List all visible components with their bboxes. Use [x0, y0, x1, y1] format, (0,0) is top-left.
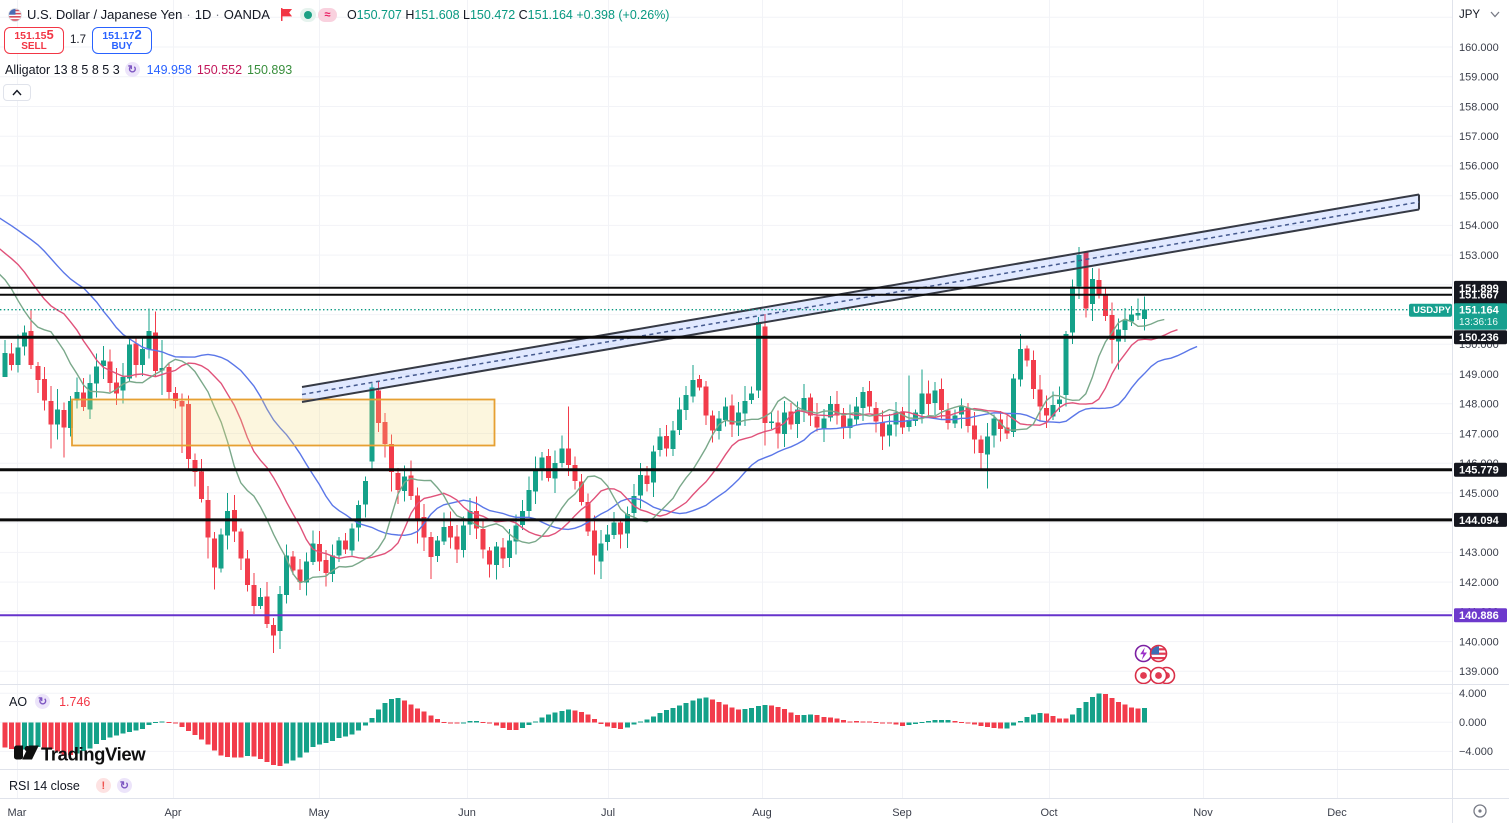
svg-text:142.000: 142.000 — [1459, 577, 1499, 589]
svg-text:139.000: 139.000 — [1459, 666, 1499, 678]
svg-text:Dec: Dec — [1327, 807, 1347, 819]
svg-text:149.000: 149.000 — [1459, 369, 1499, 381]
svg-text:150.236: 150.236 — [1459, 332, 1499, 344]
svg-text:140.000: 140.000 — [1459, 636, 1499, 648]
svg-text:158.000: 158.000 — [1459, 101, 1499, 113]
svg-text:147.000: 147.000 — [1459, 428, 1499, 440]
svg-text:157.000: 157.000 — [1459, 131, 1499, 143]
svg-text:151.164: 151.164 — [1459, 305, 1500, 317]
svg-text:151.667: 151.667 — [1459, 290, 1499, 302]
svg-text:4.000: 4.000 — [1459, 688, 1487, 700]
svg-text:159.000: 159.000 — [1459, 72, 1499, 84]
svg-text:−4.000: −4.000 — [1459, 746, 1493, 758]
svg-text:140.886: 140.886 — [1459, 610, 1499, 622]
svg-text:USDJPY: USDJPY — [1413, 305, 1452, 316]
svg-text:Apr: Apr — [164, 807, 181, 819]
svg-text:156.000: 156.000 — [1459, 161, 1499, 173]
svg-text:144.094: 144.094 — [1459, 515, 1500, 527]
svg-text:151.899: 151.899 — [1459, 283, 1499, 295]
svg-text:148.000: 148.000 — [1459, 399, 1499, 411]
svg-text:Sep: Sep — [892, 807, 912, 819]
svg-text:0.000: 0.000 — [1459, 717, 1487, 729]
svg-text:Aug: Aug — [752, 807, 772, 819]
svg-text:TradingView: TradingView — [41, 744, 146, 765]
svg-text:145.779: 145.779 — [1459, 465, 1499, 477]
svg-text:155.000: 155.000 — [1459, 191, 1499, 203]
svg-text:160.000: 160.000 — [1459, 42, 1499, 54]
svg-text:May: May — [309, 807, 330, 819]
svg-text:13:36:16: 13:36:16 — [1459, 317, 1498, 328]
svg-text:Jul: Jul — [601, 807, 615, 819]
svg-text:153.000: 153.000 — [1459, 250, 1499, 262]
svg-text:JPY: JPY — [1459, 9, 1480, 21]
svg-text:154.000: 154.000 — [1459, 220, 1499, 232]
svg-text:Jun: Jun — [458, 807, 476, 819]
svg-text:143.000: 143.000 — [1459, 547, 1499, 559]
svg-text:Oct: Oct — [1040, 807, 1057, 819]
svg-text:Mar: Mar — [8, 807, 27, 819]
svg-text:145.000: 145.000 — [1459, 488, 1499, 500]
svg-text:Nov: Nov — [1193, 807, 1213, 819]
